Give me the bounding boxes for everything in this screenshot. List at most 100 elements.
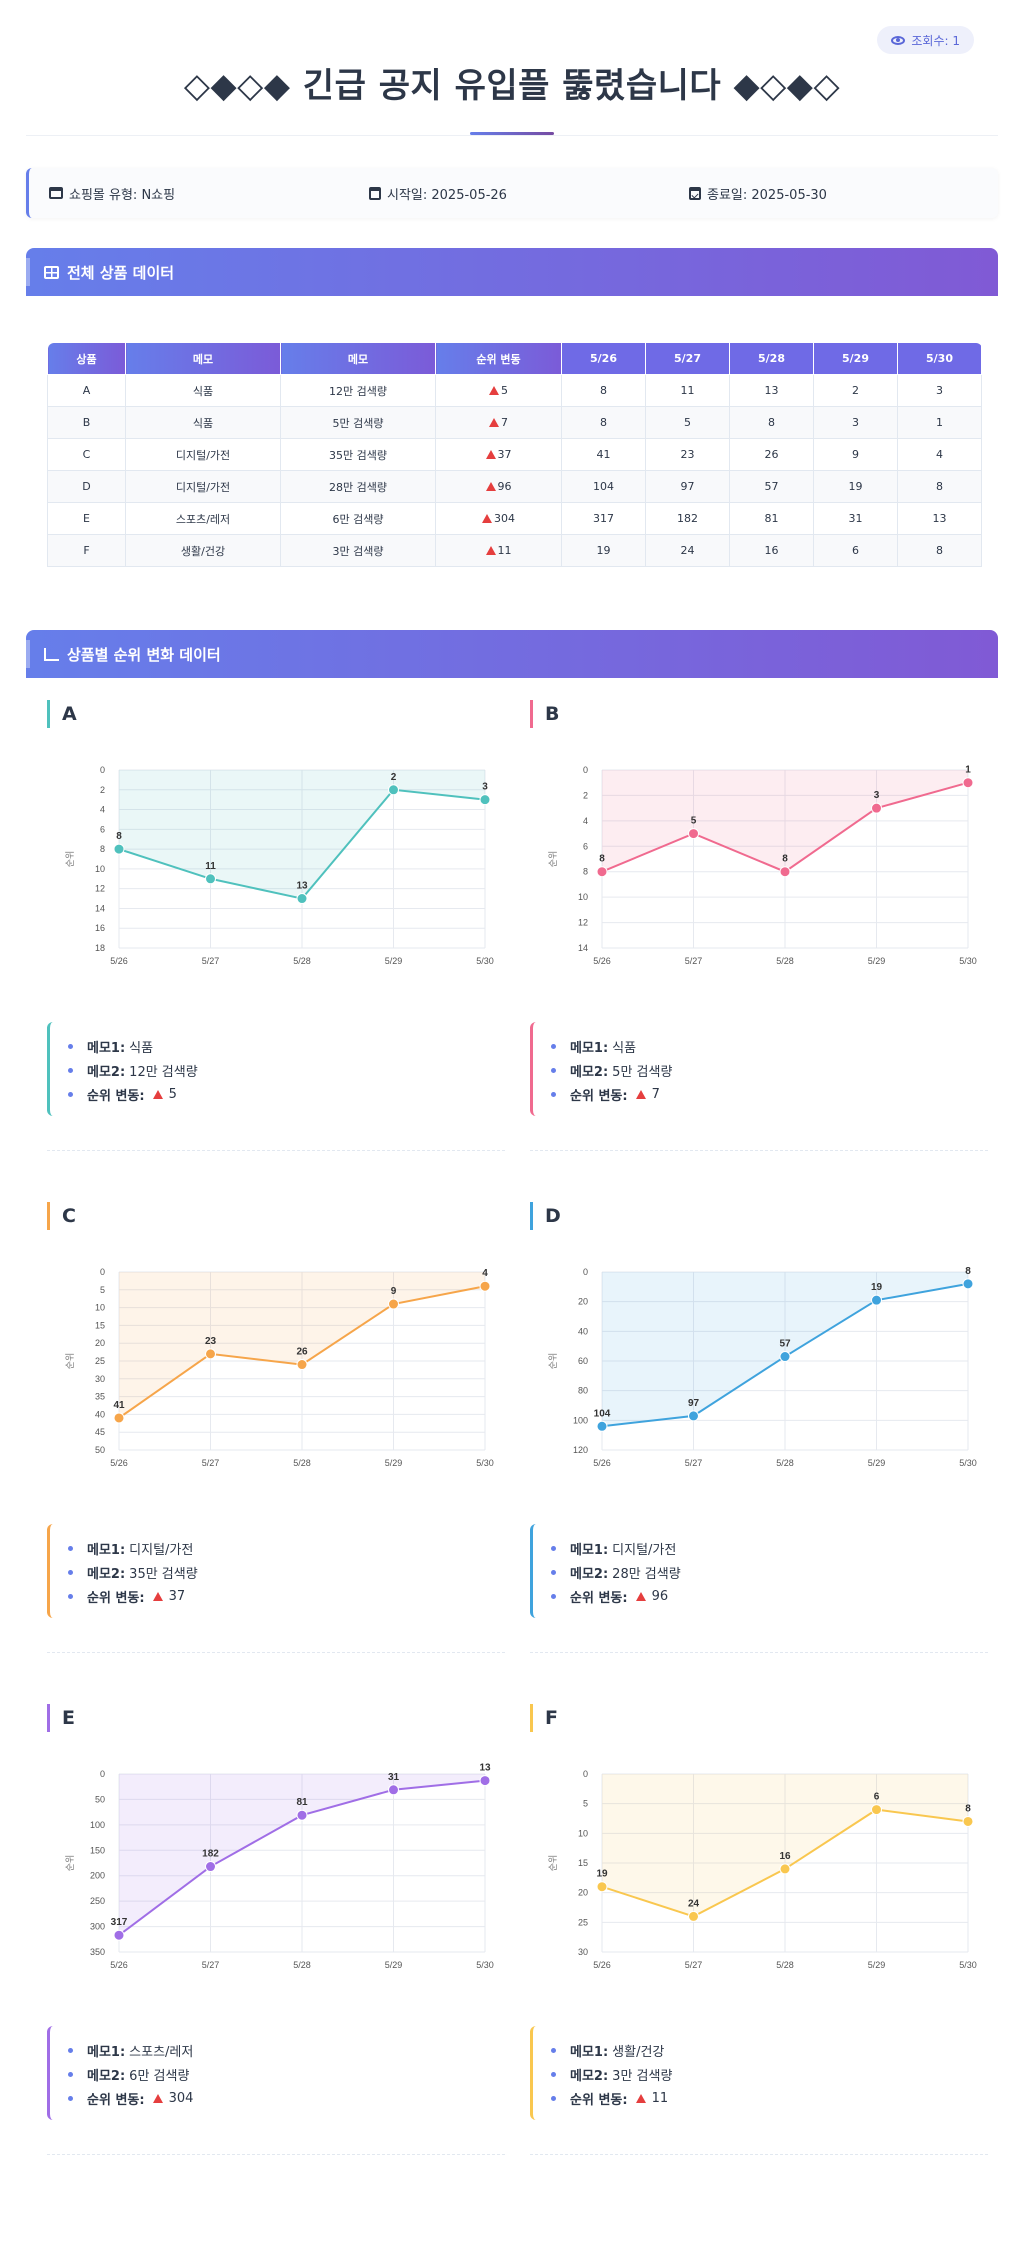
y-tick-label: 350 <box>90 1947 105 1957</box>
product-chart-card: C 0 5 10 15 20 25 30 35 40 45 50 5/26 5/27 5/28 5/29 5/3… <box>47 1202 505 1662</box>
memo-list: 메모1: 생활/건강 메모2: 3만 검색량 순위 변동: 11 <box>530 2026 988 2120</box>
table-cell: 생활/건강 <box>125 534 281 567</box>
memo-item: 메모1: 식품 <box>551 1034 988 1058</box>
data-point <box>388 1784 399 1796</box>
x-tick-label: 5/29 <box>385 1458 403 1468</box>
rank-change-value: 304 <box>494 512 515 525</box>
table-cell: B <box>47 406 126 439</box>
memo-item-value: 11 <box>651 2090 669 2106</box>
table-cell: 8 <box>897 470 982 503</box>
data-point <box>296 1809 308 1821</box>
x-tick-label: 5/30 <box>476 1960 494 1970</box>
rank-up-icon <box>152 2093 163 2103</box>
y-tick-label: 16 <box>95 923 105 933</box>
table-cell: 8 <box>897 534 982 567</box>
memo-item-value: 디지털/가전 <box>129 1542 194 1558</box>
data-label: 8 <box>599 854 605 865</box>
memo-item-label: 메모1: <box>87 2044 126 2060</box>
memo-item: 메모1: 디지털/가전 <box>68 1536 505 1560</box>
table-header-cell: 5/27 <box>645 342 730 375</box>
memo-item-label: 메모1: <box>87 1542 126 1558</box>
memo-item-value: 식품 <box>129 1040 154 1056</box>
view-count-badge: 조회수: 1 <box>877 26 974 54</box>
rank-up-icon <box>635 1089 646 1099</box>
memo-item-label: 메모2: <box>87 1566 126 1582</box>
data-label: 3 <box>482 782 488 793</box>
y-tick-label: 18 <box>95 943 105 953</box>
data-point <box>962 1815 974 1827</box>
table-cell: 3만 검색량 <box>280 534 436 567</box>
table-cell: 3 <box>897 374 982 407</box>
rank-change-cell: 304 <box>435 502 562 535</box>
x-tick-label: 5/28 <box>776 1458 794 1468</box>
y-tick-label: 250 <box>90 1896 105 1906</box>
rank-change-value: 37 <box>497 448 512 461</box>
x-tick-label: 5/27 <box>202 956 220 966</box>
table-row: D 디지털/가전 28만 검색량 96 104 97 57 19 8 <box>47 470 982 503</box>
y-tick-label: 40 <box>578 1326 588 1336</box>
y-tick-label: 80 <box>578 1386 588 1396</box>
line-chart: 0 50 100 150 200 250 300 350 5/26 5/27 5/28 5/29 5/3… <box>65 1763 494 1970</box>
x-tick-label: 5/26 <box>593 1458 611 1468</box>
y-tick-label: 50 <box>95 1794 105 1804</box>
table-cell: 12만 검색량 <box>280 374 436 407</box>
memo-item-value: 6만 검색량 <box>129 2068 190 2084</box>
data-point <box>871 1804 882 1816</box>
series-area <box>119 1272 485 1418</box>
chart-title: C <box>47 1202 76 1230</box>
y-tick-label: 12 <box>578 918 588 928</box>
data-label: 8 <box>965 1266 971 1277</box>
table-cell: C <box>47 438 126 471</box>
data-point <box>871 802 882 814</box>
data-point <box>688 1910 699 1922</box>
data-point <box>479 1775 491 1787</box>
data-point <box>596 1881 608 1893</box>
table-cell: 28만 검색량 <box>280 470 436 503</box>
data-point <box>205 1861 216 1873</box>
table-cell: E <box>47 502 126 535</box>
data-point <box>113 1412 125 1424</box>
table-cell: 8 <box>561 374 646 407</box>
start-date-label: 시작일: 2025-05-26 <box>387 187 507 203</box>
table-cell: 23 <box>645 438 730 471</box>
x-tick-label: 5/29 <box>868 956 886 966</box>
table-cell: 182 <box>645 502 730 535</box>
data-label: 4 <box>482 1268 488 1279</box>
data-label: 26 <box>296 1347 308 1358</box>
y-axis-label: 순위 <box>65 1855 76 1872</box>
y-tick-label: 10 <box>578 1828 588 1838</box>
rank-up-icon <box>152 1591 163 1601</box>
table-cell: 8 <box>729 406 814 439</box>
y-axis-label: 순위 <box>65 1353 76 1370</box>
end-date-label: 종료일: 2025-05-30 <box>707 187 827 203</box>
table-cell: 16 <box>729 534 814 567</box>
start-date: 시작일: 2025-05-26 <box>369 184 507 203</box>
table-cell: 26 <box>729 438 814 471</box>
y-tick-label: 25 <box>95 1356 105 1366</box>
data-point <box>688 1410 699 1422</box>
data-label: 16 <box>779 1851 791 1862</box>
memo-item-label: 메모1: <box>570 1040 609 1056</box>
y-tick-label: 45 <box>95 1427 105 1437</box>
x-tick-label: 5/29 <box>868 1458 886 1468</box>
card-divider <box>47 1150 505 1151</box>
memo-item-label: 메모1: <box>87 1040 126 1056</box>
memo-item-value: 5 <box>168 1086 177 1102</box>
data-label: 13 <box>479 1763 491 1774</box>
table-cell: 4 <box>897 438 982 471</box>
data-point <box>596 866 608 878</box>
memo-item: 순위 변동: 11 <box>551 2086 988 2110</box>
memo-item: 메모2: 12만 검색량 <box>68 1058 505 1082</box>
chart-title: A <box>47 700 77 728</box>
product-chart-card: B 0 2 4 6 8 10 12 14 5/26 5/27 5/28 5/29 5/30 순위 8 5 8 3 1 메… <box>530 700 988 1160</box>
y-tick-label: 5 <box>583 1799 588 1809</box>
memo-item-label: 메모2: <box>570 2068 609 2084</box>
table-cell: 35만 검색량 <box>280 438 436 471</box>
table-cell: 97 <box>645 470 730 503</box>
data-point <box>296 1359 308 1371</box>
memo-item-label: 메모2: <box>87 1064 126 1080</box>
y-axis-label: 순위 <box>65 851 76 868</box>
memo-item-value: 12만 검색량 <box>129 1064 198 1080</box>
rank-change-value: 11 <box>497 544 512 557</box>
title-divider <box>26 135 998 136</box>
